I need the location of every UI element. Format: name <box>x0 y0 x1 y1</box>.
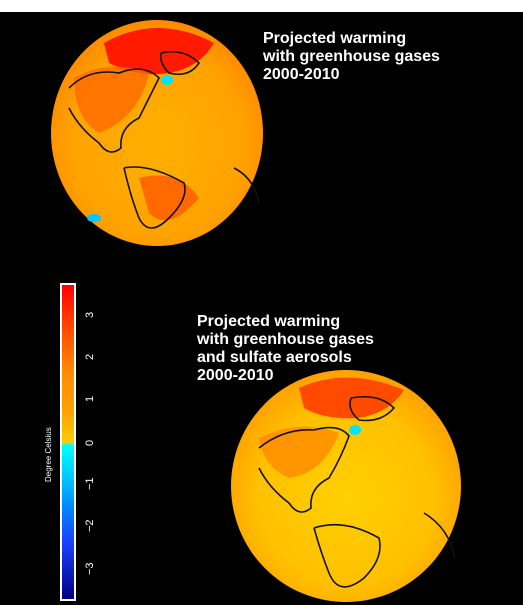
globe-2-title: Projected warming with greenhouse gases … <box>197 313 374 384</box>
globe-2-coastline-south-america <box>313 523 381 588</box>
colorbar-tick-neg3: −3 <box>84 562 96 575</box>
globe-2-coastline-north-america <box>258 426 350 513</box>
globe-1-coastline-greenland <box>159 50 201 76</box>
temperature-colorbar <box>60 283 76 601</box>
globe-1-coastline-south-america <box>123 166 186 229</box>
top-white-band <box>0 0 523 12</box>
temperature-colorbar-gradient <box>62 285 74 599</box>
globe-1-sa-warm <box>139 175 199 221</box>
globe-1-coastline-north-america <box>68 68 160 153</box>
globe-2-disk <box>231 370 461 602</box>
colorbar-tick-neg1: −1 <box>84 477 96 490</box>
globe-greenhouse-and-aerosols <box>231 370 461 602</box>
globe-1-coastline-africa <box>233 167 260 204</box>
globe-1-title: Projected warming with greenhouse gases … <box>263 30 440 83</box>
globe-2-cool-spot-north <box>349 425 361 435</box>
colorbar-tick-3: 3 <box>84 311 96 318</box>
colorbar-tick-0: 0 <box>84 439 96 446</box>
globe-1-cool-spot-north <box>161 75 173 85</box>
globe-greenhouse-gases <box>51 20 263 246</box>
globe-2-coastline-africa <box>423 512 456 559</box>
globe-2-coastline-greenland <box>349 395 396 422</box>
colorbar-tick-1: 1 <box>84 395 96 402</box>
globe-1-arctic-hotspot <box>104 28 214 75</box>
colorbar-tick-neg2: −2 <box>84 519 96 532</box>
colorbar-tick-2: 2 <box>84 353 96 360</box>
globe-1-cool-spot-south <box>87 214 101 222</box>
globe-1-na-warm <box>74 66 149 133</box>
colorbar-unit-label: Degree Celsius <box>44 427 53 482</box>
globe-2-na-warm <box>259 426 339 478</box>
